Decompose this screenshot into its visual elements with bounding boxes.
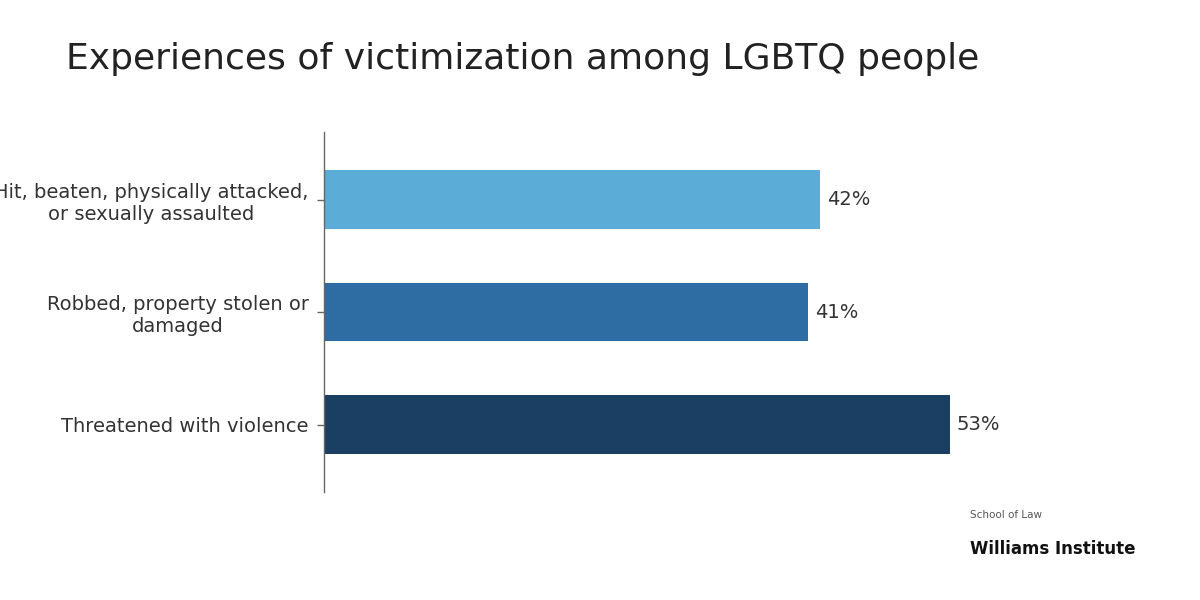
Text: 41%: 41% — [815, 302, 859, 322]
Text: 42%: 42% — [827, 190, 870, 209]
Bar — [324, 395, 950, 454]
Text: UCLA: UCLA — [890, 523, 952, 542]
Text: Experiences of victimization among LGBTQ people: Experiences of victimization among LGBTQ… — [66, 42, 979, 76]
Text: Williams Institute: Williams Institute — [970, 540, 1135, 558]
Bar — [324, 170, 820, 229]
Text: 53%: 53% — [956, 415, 1001, 434]
Text: School of Law: School of Law — [970, 510, 1042, 520]
Bar — [324, 283, 808, 341]
